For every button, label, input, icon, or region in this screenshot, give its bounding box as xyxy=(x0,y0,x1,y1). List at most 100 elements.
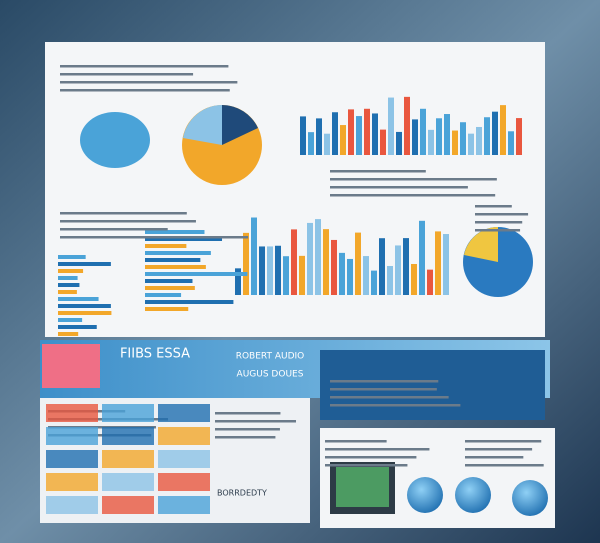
bar-decoration xyxy=(332,112,338,155)
text-line xyxy=(330,404,461,407)
card-decoration xyxy=(158,427,210,445)
bar-decoration xyxy=(412,119,418,155)
bar-decoration xyxy=(428,129,434,155)
text-line xyxy=(330,388,437,391)
bar-decoration xyxy=(452,130,458,155)
card-decoration xyxy=(46,427,98,445)
bar-decoration xyxy=(324,133,330,155)
card-decoration xyxy=(158,496,210,514)
text-line xyxy=(325,464,408,467)
text-line xyxy=(325,440,387,443)
globe xyxy=(512,480,548,516)
hbar-decoration xyxy=(58,262,111,266)
hbar-decoration xyxy=(145,258,201,262)
card-decoration xyxy=(158,404,210,422)
bar-decoration xyxy=(379,238,385,295)
bar-decoration xyxy=(484,117,490,155)
bar-decoration xyxy=(476,126,482,155)
bar-decoration xyxy=(403,238,409,295)
bar-decoration xyxy=(395,245,401,295)
pie-decoration xyxy=(183,105,222,145)
bar-decoration xyxy=(363,256,369,295)
hbar-decoration xyxy=(58,290,77,294)
bar-decoration xyxy=(291,229,297,295)
bar-decoration xyxy=(340,125,346,155)
hbar-decoration xyxy=(58,318,83,322)
bar-decoration xyxy=(355,232,361,295)
text-line xyxy=(465,464,544,467)
panel-title: ROBERT AUDIO xyxy=(236,352,305,362)
text-line xyxy=(330,170,426,173)
hbar-decoration xyxy=(145,300,234,304)
text-line xyxy=(330,380,439,383)
bar-decoration xyxy=(347,258,353,295)
bar-decoration xyxy=(283,256,289,295)
text-line xyxy=(465,456,524,459)
bar-decoration xyxy=(371,270,377,295)
bar-decoration xyxy=(323,229,329,295)
bar-decoration xyxy=(411,263,417,295)
text-line xyxy=(325,456,417,459)
hbar-decoration xyxy=(58,325,97,329)
hbar-decoration xyxy=(145,279,193,283)
bar-decoration xyxy=(267,246,273,295)
text-line xyxy=(215,436,276,439)
bar-decoration xyxy=(380,129,386,155)
hbar-decoration xyxy=(145,272,248,276)
pie-decoration xyxy=(464,227,498,262)
card-decoration xyxy=(102,427,154,445)
text-line xyxy=(60,228,168,231)
text-line xyxy=(60,73,194,76)
text-line xyxy=(60,212,187,215)
bar-decoration xyxy=(315,219,321,295)
text-line xyxy=(60,220,196,223)
bar-decoration xyxy=(500,105,506,155)
card-decoration xyxy=(102,404,154,422)
text-line xyxy=(475,205,512,208)
card-decoration xyxy=(102,496,154,514)
card-decoration xyxy=(46,404,98,422)
hbar-decoration xyxy=(145,237,223,241)
text-line xyxy=(60,81,238,84)
card-decoration xyxy=(46,473,98,491)
bar-decoration xyxy=(259,246,265,295)
bar-decoration xyxy=(307,222,313,295)
bar-decoration xyxy=(308,132,314,155)
hbar-decoration xyxy=(58,297,99,301)
bar-decoration xyxy=(300,116,306,155)
bar-decoration xyxy=(372,113,378,155)
pie-decoration xyxy=(222,105,258,145)
text-line xyxy=(60,236,249,239)
bar-decoration xyxy=(396,131,402,155)
bar-decoration xyxy=(435,231,441,295)
text-line xyxy=(330,396,449,399)
text-line xyxy=(330,186,468,189)
text-line xyxy=(465,448,533,451)
text-line xyxy=(475,221,523,224)
text-line xyxy=(48,426,156,429)
text-line xyxy=(215,420,297,423)
hbar-decoration xyxy=(145,265,206,269)
pink-card xyxy=(42,344,100,388)
bar-decoration xyxy=(443,234,449,295)
hbar-decoration xyxy=(145,230,205,234)
hbar-decoration xyxy=(58,276,78,280)
bar-decoration xyxy=(427,269,433,295)
text-line xyxy=(475,229,521,232)
bar-decoration xyxy=(387,265,393,295)
bar-decoration xyxy=(508,131,514,155)
globe xyxy=(407,477,443,513)
text-line xyxy=(215,428,280,431)
text-line xyxy=(330,178,497,181)
bar-decoration xyxy=(348,109,354,155)
bar-decoration xyxy=(235,268,241,295)
bar-decoration xyxy=(339,252,345,295)
bar-decoration xyxy=(468,133,474,155)
bar-decoration xyxy=(460,122,466,155)
bar-decoration xyxy=(364,108,370,155)
hbar-decoration xyxy=(58,255,86,259)
card-decoration xyxy=(102,473,154,491)
monitor-screen xyxy=(336,467,389,507)
hbar-decoration xyxy=(58,283,80,287)
